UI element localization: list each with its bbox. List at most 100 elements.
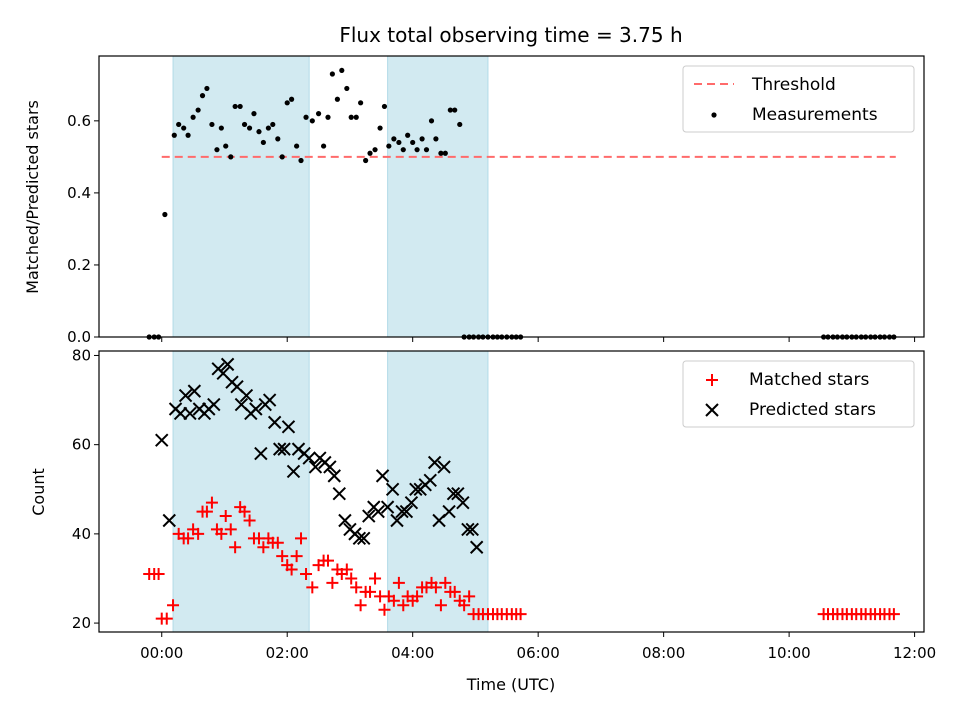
x-tick-label: 04:00: [391, 644, 434, 662]
matched-stars-point: [345, 572, 358, 585]
measurement-point: [171, 132, 177, 138]
matched-stars-point: [378, 603, 391, 616]
matched-stars-point: [257, 541, 270, 554]
predicted-stars-point: [380, 500, 395, 514]
matched-stars-point: [200, 505, 213, 518]
measurement-point: [391, 136, 397, 142]
measurement-point: [452, 107, 458, 113]
top-y-axis-label: Matched/Predicted stars: [23, 100, 42, 294]
matched-stars-point: [326, 576, 339, 589]
measurement-point: [256, 129, 262, 135]
predicted-stars-point: [404, 495, 419, 510]
measurement-point: [396, 139, 402, 146]
x-tick-label: 02:00: [266, 644, 309, 662]
x-axis-label: Time (UTC): [466, 675, 555, 694]
legend-threshold-label: Threshold: [751, 75, 836, 95]
measurement-point: [353, 114, 359, 120]
measurement-point: [298, 157, 304, 164]
measurement-point: [270, 121, 276, 128]
y-tick-label: 0.6: [67, 112, 91, 130]
measurement-point: [223, 143, 229, 149]
y-tick-label: 0.0: [67, 328, 91, 346]
predicted-stars-point: [162, 513, 176, 528]
predicted-stars-point: [427, 455, 442, 470]
measurement-point: [162, 211, 168, 218]
y-tick-label: 40: [72, 525, 91, 543]
measurement-point: [199, 93, 206, 99]
legend-matched-label: Matched stars: [749, 370, 869, 390]
star-count-panel: 20 40 60 80 00:00 02:00 04:00 06:00 08:00 10:00 1…: [29, 346, 936, 694]
predicted-stars-point: [286, 464, 301, 479]
matched-stars-point: [439, 576, 452, 589]
predicted-stars-point: [442, 504, 456, 519]
bottom-legend: Matched stars Predicted stars: [682, 360, 915, 428]
measurement-point: [372, 147, 378, 153]
top-axes-frame: [98, 55, 925, 338]
matched-stars-point: [429, 581, 442, 594]
predicted-stars-point: [362, 509, 376, 523]
measurement-point: [209, 121, 215, 128]
matched-stars-point: [285, 563, 298, 576]
measurement-point: [438, 150, 444, 156]
matched-stars-point: [243, 514, 256, 527]
measurement-point: [447, 107, 453, 113]
predicted-stars-point: [178, 388, 193, 403]
matched-stars-point: [350, 581, 363, 594]
predicted-stars-point: [262, 393, 277, 407]
predicted-stars-point: [437, 460, 451, 474]
matched-stars-point: [434, 599, 447, 612]
predicted-stars-point: [308, 460, 323, 474]
bottom-axes-frame: [98, 350, 925, 633]
observing-window-0: [172, 55, 310, 338]
x-tick-label: 12:00: [893, 644, 936, 662]
measurement-point: [294, 143, 300, 149]
measurement-point: [428, 118, 435, 124]
predicted-stars-point: [239, 388, 254, 403]
matched-stars-point: [340, 563, 353, 576]
legend-predicted-swatch: [705, 403, 719, 417]
observing-window-1: [387, 55, 489, 338]
predicted-stars-point: [267, 415, 282, 430]
matched-stars-point: [369, 572, 382, 585]
x-tick-label: 06:00: [517, 644, 560, 662]
predicted-stars-point: [332, 487, 346, 501]
predicted-stars-point: [249, 402, 263, 416]
matched-stars-point: [392, 576, 405, 589]
matched-stars-point: [354, 599, 367, 612]
predicted-stars-point: [465, 522, 479, 537]
predicted-stars-point: [456, 495, 470, 510]
predicted-stars-point: [409, 482, 423, 496]
measurement-point: [381, 103, 388, 110]
predicted-stars-point: [385, 482, 400, 496]
predicted-stars-point: [338, 513, 352, 528]
measurement-point: [344, 85, 350, 92]
legend-measurements-label: Measurements: [752, 105, 878, 125]
predicted-stars-point: [281, 420, 296, 434]
measurement-point: [237, 103, 243, 110]
matched-stars-point: [182, 532, 195, 545]
x-tick-label: 08:00: [642, 644, 685, 662]
y-tick-label: 60: [72, 436, 91, 454]
predicted-stars-point: [207, 397, 221, 412]
measurement-point: [251, 111, 257, 117]
matched-stars-point: [276, 550, 289, 563]
predicted-stars-point: [302, 451, 316, 465]
predicted-stars-point: [187, 384, 202, 398]
matched-stars-point: [448, 585, 461, 598]
matched-stars-point: [397, 599, 410, 612]
matched-stars-point: [887, 608, 900, 621]
matched-stars-point: [219, 510, 232, 523]
measurement-point: [260, 139, 266, 146]
predicted-stars-point: [469, 540, 484, 554]
measurement-point: [315, 111, 322, 117]
matched-stars-point: [271, 536, 284, 549]
measurement-point: [405, 132, 411, 138]
measurement-point: [218, 125, 224, 131]
matched-stars-point: [458, 599, 471, 612]
measurement-point: [204, 85, 210, 92]
matched-stars-point: [152, 568, 165, 581]
predicted-stars-point: [375, 469, 390, 483]
matched-stars-point: [192, 527, 205, 540]
observing-window-0: [172, 350, 310, 633]
